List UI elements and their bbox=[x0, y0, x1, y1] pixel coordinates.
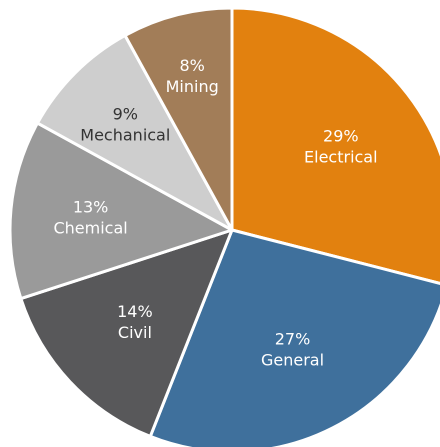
pie-slice-general bbox=[148, 228, 440, 447]
slice-value-label-chemical: 13% bbox=[73, 198, 109, 217]
slice-category-label-mining: Mining bbox=[166, 77, 219, 96]
slice-value-label-mechanical: 9% bbox=[113, 104, 138, 123]
pie-labels: 29% Electrical 27% General 14% Civil 13% Chemic… bbox=[53, 56, 377, 370]
slice-category-label-general: General bbox=[261, 351, 324, 370]
slice-category-label-mechanical: Mechanical bbox=[80, 125, 170, 144]
slice-category-label-chemical: Chemical bbox=[53, 219, 127, 238]
pie-slice-mining bbox=[123, 6, 234, 232]
slice-value-label-civil: 14% bbox=[117, 302, 153, 321]
slice-category-label-civil: Civil bbox=[118, 323, 152, 342]
pie-slice-electrical bbox=[230, 6, 440, 285]
slice-value-label-electrical: 29% bbox=[323, 127, 359, 146]
pie-slice-chemical bbox=[8, 121, 234, 301]
slice-value-label-mining: 8% bbox=[180, 56, 205, 75]
pie-slices bbox=[8, 6, 440, 447]
pie-slice-mechanical bbox=[35, 33, 234, 232]
slice-category-label-electrical: Electrical bbox=[304, 148, 378, 167]
slice-value-label-general: 27% bbox=[275, 330, 311, 349]
